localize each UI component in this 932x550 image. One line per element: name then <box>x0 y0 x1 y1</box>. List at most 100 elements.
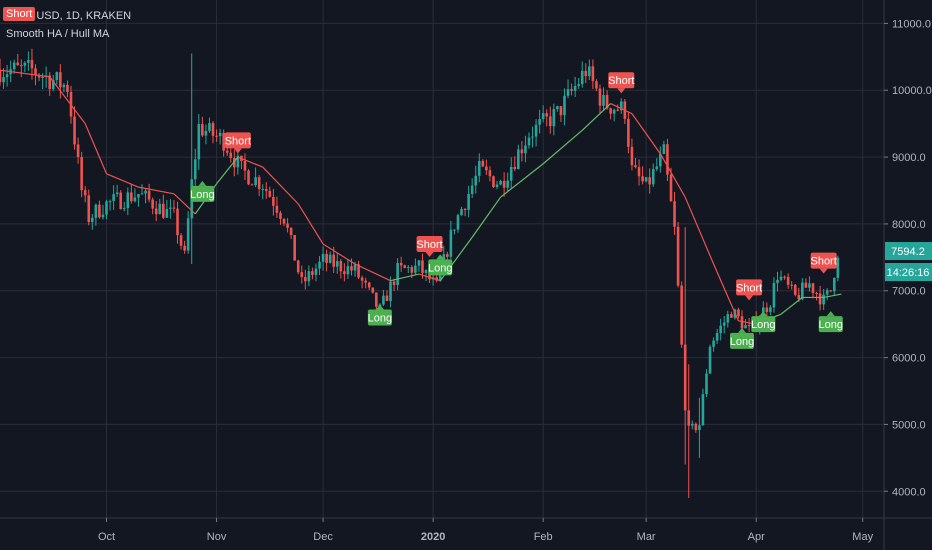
candle-body <box>559 106 563 116</box>
signal-pointer <box>233 148 242 154</box>
candle-body <box>808 283 811 288</box>
candle-body <box>16 62 20 66</box>
candle-body <box>119 192 123 209</box>
candle-body <box>556 106 559 110</box>
candle-body <box>541 113 545 120</box>
hull-ma-segment <box>262 166 299 205</box>
candle-body <box>83 190 87 196</box>
candle-body <box>62 84 66 88</box>
signal-label: Short <box>736 282 762 294</box>
signal-badge <box>729 332 754 349</box>
candle-body <box>719 325 722 334</box>
long-signal: Long <box>729 327 754 349</box>
candle-body <box>37 74 41 78</box>
candle-body <box>595 81 598 89</box>
hull-ma-segment <box>49 76 86 125</box>
candle-body <box>48 75 52 90</box>
price-tick-label: 11000.0 <box>892 18 931 30</box>
candle-body <box>598 88 602 106</box>
signal-label: Short <box>608 75 634 87</box>
symbol-title[interactable]: XBT / USD, 1D, KRAKEN <box>6 10 132 22</box>
candle-body <box>318 261 321 269</box>
candle-body <box>662 144 666 154</box>
time-tick-label: 2020 <box>421 531 445 543</box>
hull-ma-segment <box>418 273 441 282</box>
candle-body <box>98 204 101 218</box>
signal-badge <box>608 72 635 89</box>
time-tick-label: Oct <box>98 531 115 543</box>
candle-body <box>311 271 314 275</box>
time-tick-label: Dec <box>313 531 333 543</box>
candle-body <box>279 212 282 219</box>
signal-pointer <box>436 254 445 260</box>
signal-pointer <box>759 311 768 317</box>
signal-pointer <box>745 295 754 301</box>
candle-body <box>694 423 698 431</box>
candle-body <box>162 203 165 218</box>
candle-body <box>527 137 531 146</box>
candle-body <box>577 84 580 86</box>
candle-body <box>300 272 304 278</box>
candle-body <box>367 282 371 288</box>
short-signal: Short <box>608 72 635 94</box>
candle-body <box>289 227 293 236</box>
candle-body <box>321 253 325 262</box>
price-axis[interactable]: 4000.0 5000.0 6000.0 7000.0 8000.0 9000.0 1000… <box>883 0 932 550</box>
hull-ma-segment <box>237 156 263 168</box>
time-tick-label: Nov <box>207 531 227 543</box>
hull-ma-series <box>0 69 842 325</box>
candle-body <box>612 109 616 114</box>
candle-body <box>602 95 605 106</box>
candle-body <box>804 282 808 288</box>
signal-label: Long <box>368 312 392 324</box>
candle-body <box>261 188 265 190</box>
candle-body <box>793 284 797 295</box>
candle-body <box>406 267 410 269</box>
hull-ma-segment <box>354 263 391 282</box>
hull-ma-segment <box>823 293 842 299</box>
candle-body <box>616 109 620 111</box>
indicator-title[interactable]: Smooth HA / Hull MA <box>6 28 110 40</box>
candle-body <box>403 265 407 268</box>
candle-body <box>158 203 162 215</box>
candle-body <box>477 160 481 176</box>
hull-ma-segment <box>659 153 686 198</box>
candle-body <box>76 144 80 158</box>
candle-body <box>385 295 389 301</box>
candle-body <box>169 207 172 209</box>
candle-body <box>517 149 520 169</box>
candle-body <box>176 208 179 236</box>
candle-body <box>133 197 137 202</box>
candle-body <box>122 208 126 210</box>
candle-body <box>772 282 776 308</box>
candle-body <box>495 184 499 188</box>
candle-body <box>154 208 158 215</box>
candle-body <box>666 144 669 175</box>
candle-body <box>609 108 612 114</box>
candle-body <box>588 66 591 77</box>
candle-body <box>314 268 318 275</box>
long-signal: Long <box>819 311 843 333</box>
candle-body <box>563 95 566 116</box>
candle-body <box>34 68 37 75</box>
price-tick-label: 5000.0 <box>892 419 926 431</box>
candle-body <box>655 166 659 170</box>
signal-label: Long <box>190 189 214 201</box>
candle-body <box>350 266 353 271</box>
candle-body <box>740 316 744 329</box>
signal-label: Long <box>819 319 843 331</box>
short-signal: Short <box>225 132 251 154</box>
hull-ma-segment <box>471 196 502 238</box>
candle-body <box>538 119 541 125</box>
candle-body <box>701 394 705 426</box>
hull-ma-segment <box>631 113 661 155</box>
candle-body <box>783 276 786 278</box>
time-axis[interactable]: Oct Nov Dec 2020 Feb Mar Apr May <box>0 517 932 543</box>
hull-ma-segment <box>216 156 239 185</box>
candle-body <box>137 194 140 198</box>
candle-body <box>687 410 691 426</box>
hull-ma-segment <box>713 263 739 322</box>
candle-body <box>357 264 360 278</box>
candle-body <box>396 262 399 285</box>
